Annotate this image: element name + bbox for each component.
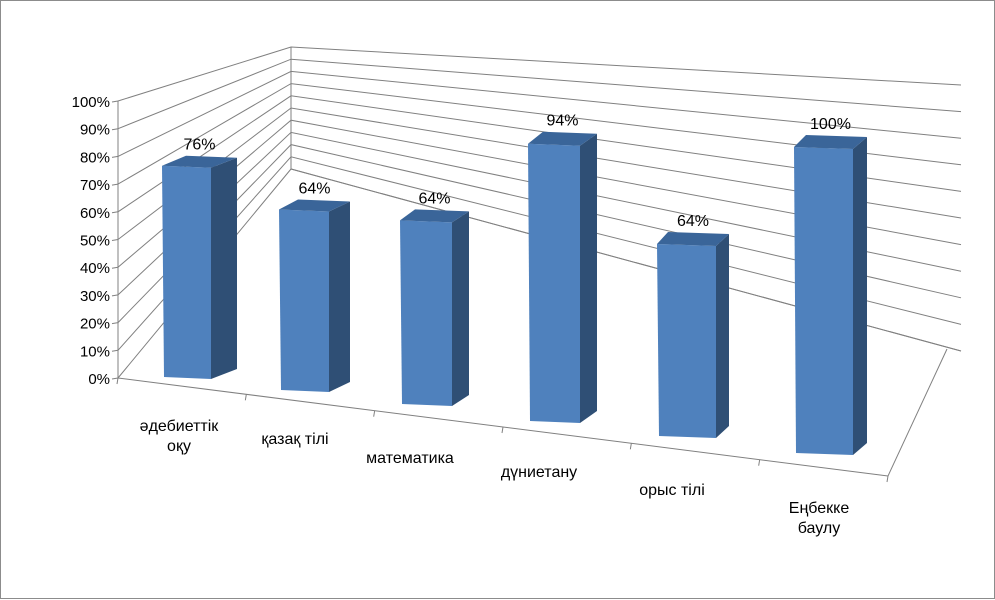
data-labels: 76% 64% 64% 94% 64% 100%	[183, 113, 850, 230]
bar-side	[452, 211, 469, 406]
x-tick-mark	[244, 394, 247, 401]
data-label: 64%	[298, 181, 330, 198]
y-tick-label: 30%	[80, 288, 110, 305]
data-label: 76%	[183, 137, 215, 154]
y-tick-label: 0%	[88, 371, 110, 388]
bar-front	[657, 244, 716, 438]
y-tick-mark	[111, 239, 119, 241]
bar-side	[211, 157, 237, 379]
y-tick-mark	[111, 100, 119, 103]
bar-top	[400, 209, 469, 223]
y-tick-label: 10%	[80, 343, 110, 360]
data-label: 94%	[546, 113, 578, 130]
x-tick-mark	[501, 426, 504, 434]
y-tick-mark	[111, 211, 119, 214]
bars	[162, 131, 867, 455]
bar-front	[162, 165, 211, 379]
y-tick-mark	[111, 294, 119, 297]
bar-side	[580, 133, 597, 423]
bar-side	[716, 234, 729, 438]
bar	[657, 232, 729, 438]
data-label: 64%	[418, 190, 450, 207]
bar-side	[853, 137, 867, 455]
x-tick-mark	[629, 443, 632, 450]
category-label: қазақ тілі	[261, 431, 328, 448]
y-tick-mark	[111, 266, 119, 269]
y-tick-mark	[111, 377, 119, 380]
y-tick-mark	[111, 322, 119, 325]
bar-front	[400, 220, 452, 406]
bar-top	[528, 131, 597, 146]
category-label: математика	[366, 450, 454, 467]
category-label: әдебиеттік оқу	[140, 418, 220, 455]
y-axis-ticks: 0% 10% 20% 30% 40% 50% 60% 70% 80% 90% 100%	[72, 94, 119, 388]
y-tick-label: 40%	[80, 260, 110, 277]
x-tick-mark	[758, 459, 761, 466]
floor-right-edge	[887, 348, 948, 477]
y-tick-mark	[111, 155, 119, 158]
y-tick-label: 60%	[80, 205, 110, 222]
bar-side	[329, 201, 350, 392]
bar-top	[279, 199, 350, 212]
bar	[794, 135, 867, 455]
category-label: дүниетану	[501, 464, 577, 481]
y-tick-mark	[111, 349, 119, 352]
bar	[528, 131, 597, 423]
bar	[162, 155, 237, 379]
y-tick-label: 70%	[80, 177, 110, 194]
bar	[400, 209, 469, 406]
x-tick-mark	[886, 475, 889, 483]
y-tick-label: 100%	[72, 94, 110, 111]
y-tick-mark	[111, 128, 119, 131]
y-tick-label: 50%	[80, 233, 110, 250]
bar-front	[528, 143, 580, 423]
bar-top	[162, 155, 237, 168]
data-label: 64%	[677, 213, 709, 230]
x-tick-mark	[116, 377, 119, 385]
gridline	[117, 46, 962, 102]
category-label: Еңбекке баулу	[789, 500, 850, 537]
data-label: 100%	[810, 116, 851, 133]
x-tick-mark	[373, 410, 376, 417]
y-tick-mark	[111, 183, 119, 186]
bar	[279, 199, 350, 392]
y-tick-label: 20%	[80, 316, 110, 333]
y-tick-label: 80%	[80, 149, 110, 166]
bar-top	[657, 232, 729, 246]
category-label: орыс тілі	[639, 482, 705, 499]
category-labels: әдебиеттік оқу қазақ тілі математика дүниета…	[140, 418, 850, 537]
bar-front	[279, 209, 329, 392]
bar-top	[794, 135, 867, 149]
y-tick-label: 90%	[80, 122, 110, 139]
bar-front	[794, 147, 853, 455]
